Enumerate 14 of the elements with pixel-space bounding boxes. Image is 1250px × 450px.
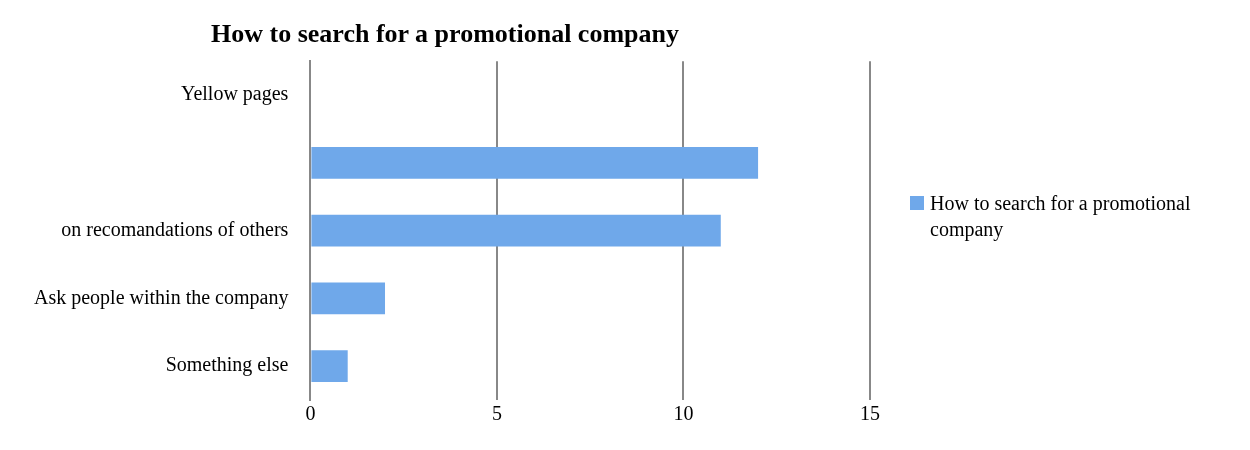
bar (311, 282, 386, 315)
y-tick-label: on recomandations of others (61, 217, 289, 240)
x-tick-label: 5 (491, 402, 502, 425)
bar (311, 214, 721, 247)
y-tick-label: Something else (165, 353, 289, 377)
x-tick-label: 15 (860, 402, 880, 425)
bar (311, 147, 759, 179)
chart-title: How to search for a promotional company (211, 19, 679, 49)
bar (311, 350, 348, 382)
x-tick-label: 10 (673, 402, 694, 425)
x-tick-label: 0 (305, 402, 316, 425)
legend-label: How to search for a promotional company (930, 191, 1192, 242)
y-tick-label: Yellow pages (180, 82, 289, 106)
y-tick-label: Ask people within the company (33, 285, 289, 309)
